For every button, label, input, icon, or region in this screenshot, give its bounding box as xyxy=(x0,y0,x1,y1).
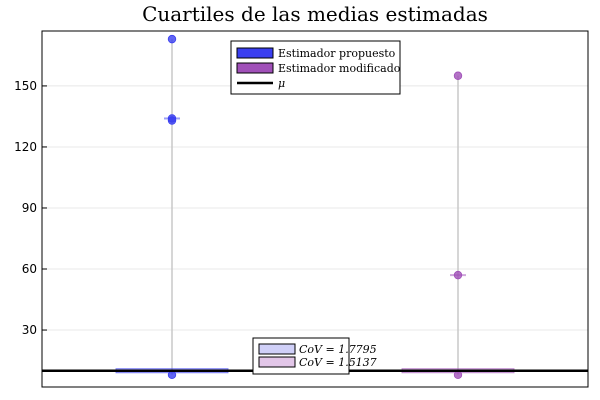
box-series xyxy=(115,34,229,379)
legend: Estimador propuesto Estimador modificado μ xyxy=(230,40,401,95)
y-tick-label: 150 xyxy=(14,79,37,93)
plot-area xyxy=(42,34,588,379)
legend-label: Estimador modificado xyxy=(278,62,401,75)
cov-swatch xyxy=(258,343,296,355)
y-tick-label: 120 xyxy=(14,140,37,154)
outlier-point xyxy=(453,71,463,80)
legend-label: Estimador propuesto xyxy=(278,47,396,60)
outlier-point xyxy=(167,116,177,125)
legend-swatch xyxy=(236,47,274,59)
y-tick-label: 90 xyxy=(22,201,37,215)
y-tick-label: 60 xyxy=(22,262,37,276)
cov-label: CoV = 1.7795 xyxy=(299,343,377,356)
chart-title: Cuartiles de las medias estimadas xyxy=(142,2,488,26)
box-series xyxy=(401,71,515,379)
cov-swatch xyxy=(258,356,296,368)
grid xyxy=(42,85,588,331)
y-tick-label: 30 xyxy=(22,323,37,337)
outlier-point xyxy=(453,370,463,379)
legend-swatch xyxy=(236,62,274,74)
plot-frame xyxy=(41,30,589,388)
legend-label: μ xyxy=(278,77,285,90)
outlier-point xyxy=(167,370,177,379)
outlier-point xyxy=(167,34,177,44)
y-axis: 30 60 90 120 150 xyxy=(14,79,47,337)
cov-label: CoV = 1.5137 xyxy=(299,356,377,369)
outlier-point xyxy=(453,270,463,280)
